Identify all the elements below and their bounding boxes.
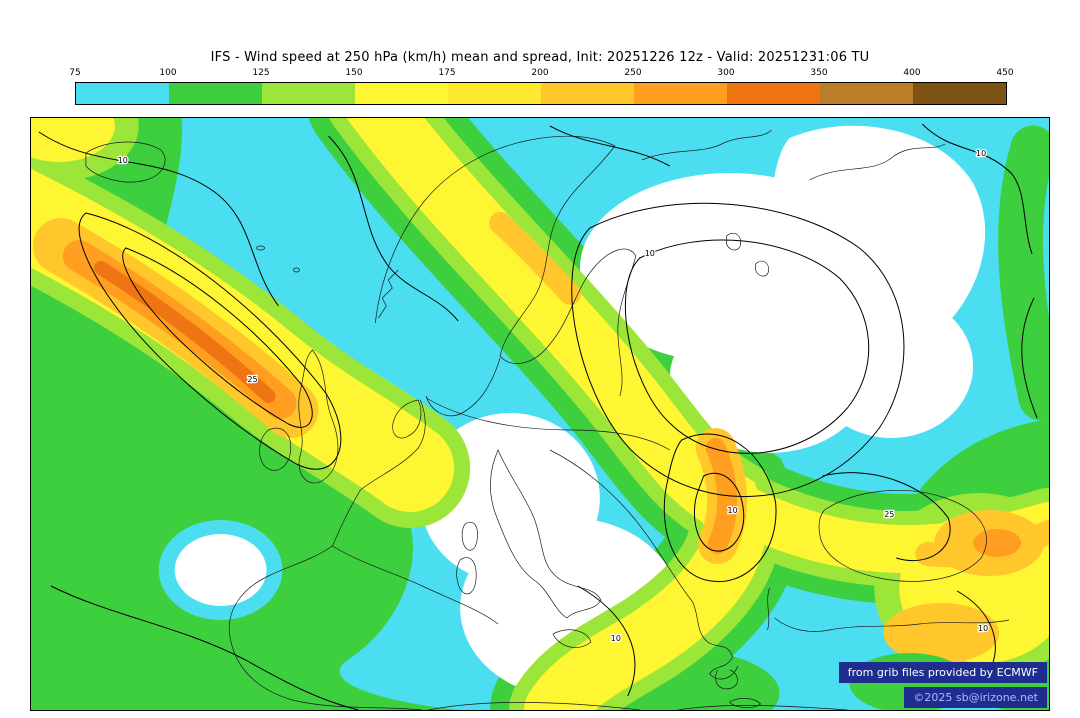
contour-label: 10 <box>978 624 988 633</box>
colorbar-tick: 350 <box>810 68 828 78</box>
colorbar-segment <box>448 83 541 104</box>
contour-label: 10 <box>645 249 655 258</box>
map-canvas: 10 25 10 10 10 25 10 10 from grib files … <box>30 117 1050 711</box>
spread-contours-layer <box>38 123 1038 710</box>
page-title: IFS - Wind speed at 250 hPa (km/h) mean … <box>210 50 870 65</box>
colorbar-segment <box>541 83 634 104</box>
contour-label: 25 <box>884 510 894 519</box>
contour-label: 25 <box>247 375 257 384</box>
wind-speed-fill-layer <box>31 118 1049 710</box>
colorbar-segment <box>76 83 169 104</box>
colorbar-tick: 150 <box>345 68 363 78</box>
contour-labels-layer: 10 25 10 10 10 25 10 10 <box>116 148 989 645</box>
colorbar-tick: 450 <box>996 68 1014 78</box>
credit-copyright: ©2025 sb@irizone.net <box>904 687 1047 708</box>
colorbar-segment <box>913 83 1006 104</box>
colorbar-ticks: 75 100 125 150 175 200 250 300 350 400 4… <box>0 68 1080 80</box>
credit-ecmwf: from grib files provided by ECMWF <box>838 662 1047 683</box>
colorbar-tick: 200 <box>531 68 549 78</box>
coastlines-layer <box>85 129 1010 710</box>
wind-map-svg: 10 25 10 10 10 25 10 10 <box>31 118 1049 710</box>
colorbar-segment <box>355 83 448 104</box>
colorbar-segment <box>727 83 820 104</box>
colorbar-segment <box>820 83 913 104</box>
colorbar-segments <box>75 82 1007 105</box>
colorbar-segment <box>169 83 262 104</box>
colorbar-segment <box>634 83 727 104</box>
colorbar-tick: 175 <box>438 68 456 78</box>
contour-label: 10 <box>976 149 986 158</box>
colorbar-tick: 300 <box>717 68 735 78</box>
colorbar-tick: 250 <box>624 68 642 78</box>
colorbar-tick: 400 <box>903 68 921 78</box>
colorbar-tick: 75 <box>69 68 81 78</box>
contour-label: 10 <box>118 156 128 165</box>
colorbar-tick: 100 <box>159 68 177 78</box>
colorbar-segment <box>262 83 355 104</box>
contour-label: 10 <box>611 634 621 643</box>
colorbar-tick: 125 <box>252 68 270 78</box>
contour-label: 10 <box>728 506 738 515</box>
